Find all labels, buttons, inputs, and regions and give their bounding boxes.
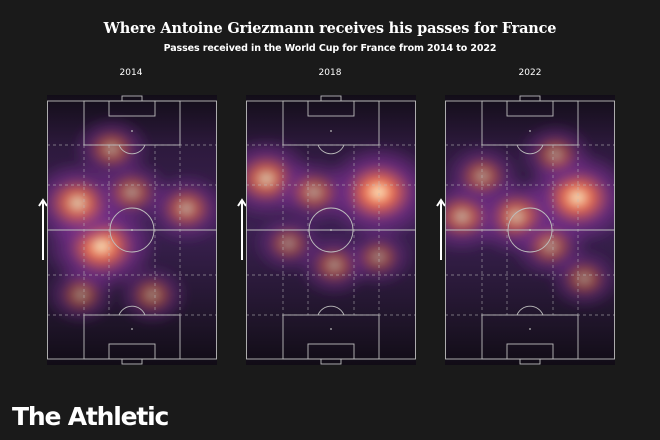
heat-hotspot xyxy=(517,121,594,188)
pitch-heatmap-2018 xyxy=(216,95,437,365)
chart-title: Where Antoine Griezmann receives his pas… xyxy=(103,20,557,37)
heat-hotspot xyxy=(272,156,356,228)
pitch-heatmap-2014 xyxy=(26,95,230,365)
heat-hotspot xyxy=(547,247,622,311)
year-label-2014: 2014 xyxy=(119,68,143,78)
pitch-heatmap-2022 xyxy=(417,95,635,365)
year-label-2018: 2018 xyxy=(318,68,342,78)
attack-direction-arrow-icon xyxy=(38,198,48,260)
pitch-markings xyxy=(445,95,615,365)
heat-hotspot xyxy=(252,212,325,275)
brand-logo: The Athletic xyxy=(12,402,169,431)
heatmap-svg xyxy=(216,95,437,365)
chart-subtitle: Passes received in the World Cup for Fra… xyxy=(163,43,497,54)
heat-hotspot xyxy=(442,142,523,210)
heat-hotspot xyxy=(115,263,190,327)
pitch-markings xyxy=(246,95,416,365)
year-label-2022: 2022 xyxy=(518,68,542,78)
heatmap-svg xyxy=(26,95,230,365)
heatmap-svg xyxy=(417,95,635,365)
heat-hotspot xyxy=(320,142,437,242)
pitch-markings xyxy=(47,95,217,365)
heat-hotspot xyxy=(92,158,172,227)
heat-hotspot xyxy=(342,226,415,288)
attack-direction-arrow-icon xyxy=(436,198,446,260)
heat-hotspot xyxy=(44,263,118,326)
attack-direction-arrow-icon xyxy=(237,198,247,260)
